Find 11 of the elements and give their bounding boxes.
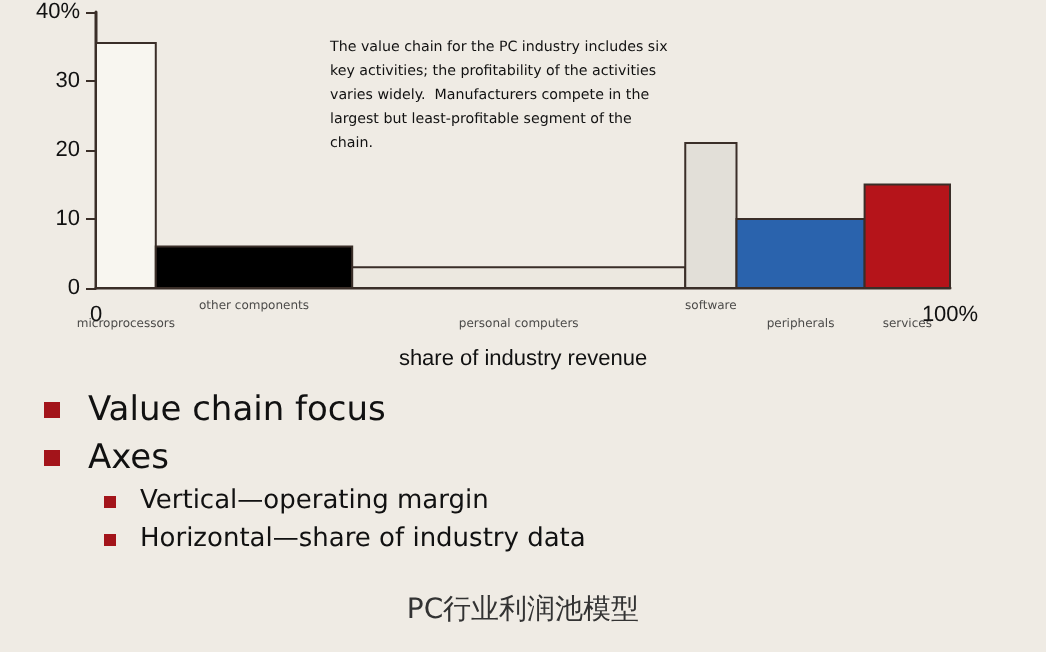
y-tick-label: 10 [55, 207, 80, 231]
text: Horizontal—share of industry data [140, 524, 586, 554]
y-tick-label: 30 [55, 69, 80, 93]
x-axis-title: share of industry revenue [398, 347, 648, 371]
text: Value chain focus [88, 390, 386, 430]
text: Axes [88, 438, 169, 478]
text: Vertical—operating margin [140, 486, 489, 516]
y-tick-label: 0 [67, 276, 80, 300]
y-tick-label: 20 [55, 138, 80, 162]
y-tick-label: 40% [35, 0, 81, 24]
text: PC行业利润池模型 [404, 592, 642, 628]
